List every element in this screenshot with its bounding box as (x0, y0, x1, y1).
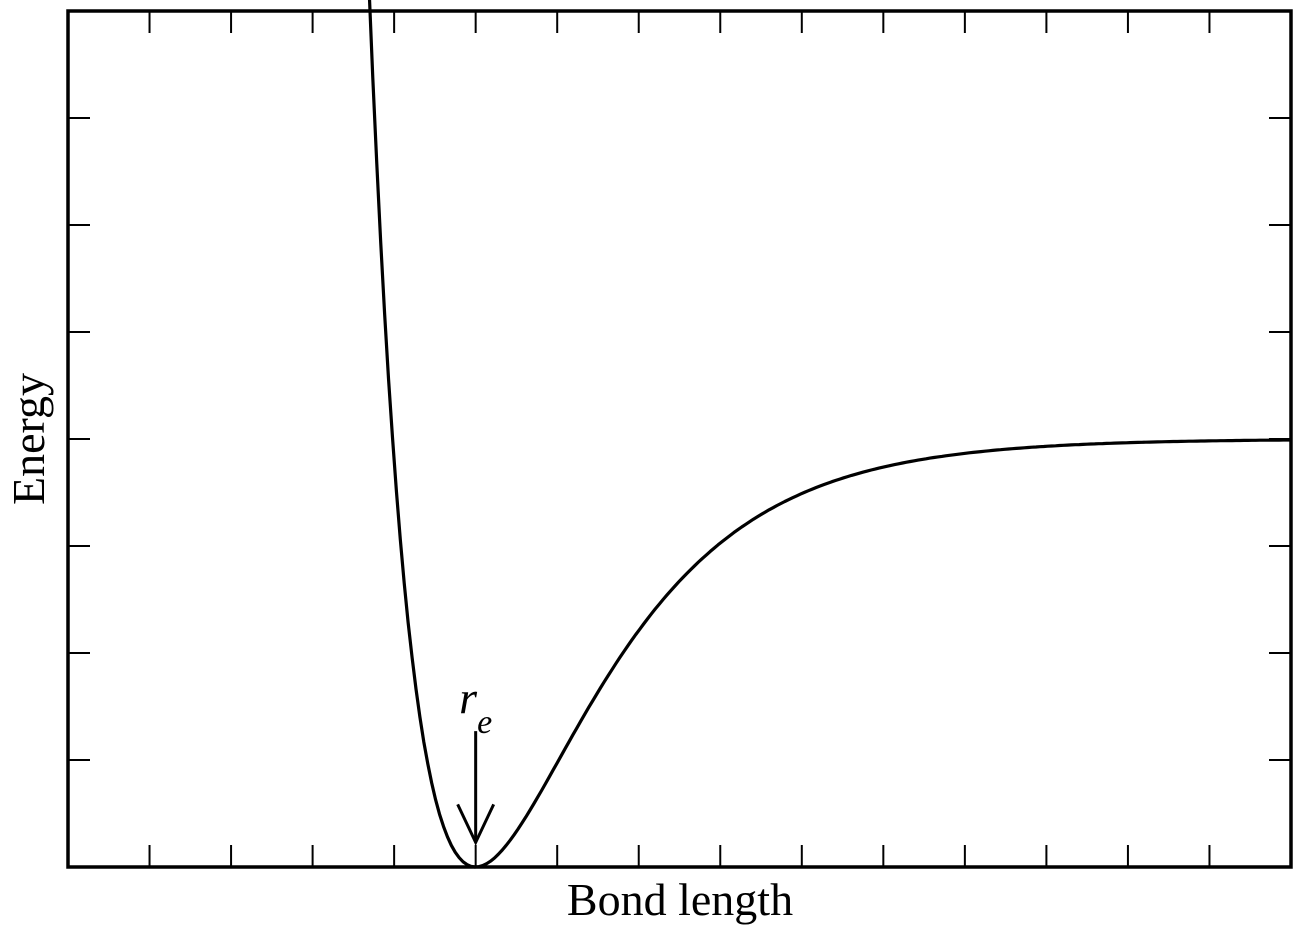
energy-curve (367, 0, 1291, 869)
y-axis-label: Energy (3, 373, 54, 505)
axis-ticks (68, 11, 1291, 867)
plot-frame (66, 9, 1293, 869)
re-arrow-head (456, 803, 496, 846)
re-annotation: re (459, 672, 492, 741)
re-label-main: r (459, 672, 478, 723)
x-axis-label: Bond length (567, 874, 793, 925)
re-label-sub: e (477, 704, 492, 741)
